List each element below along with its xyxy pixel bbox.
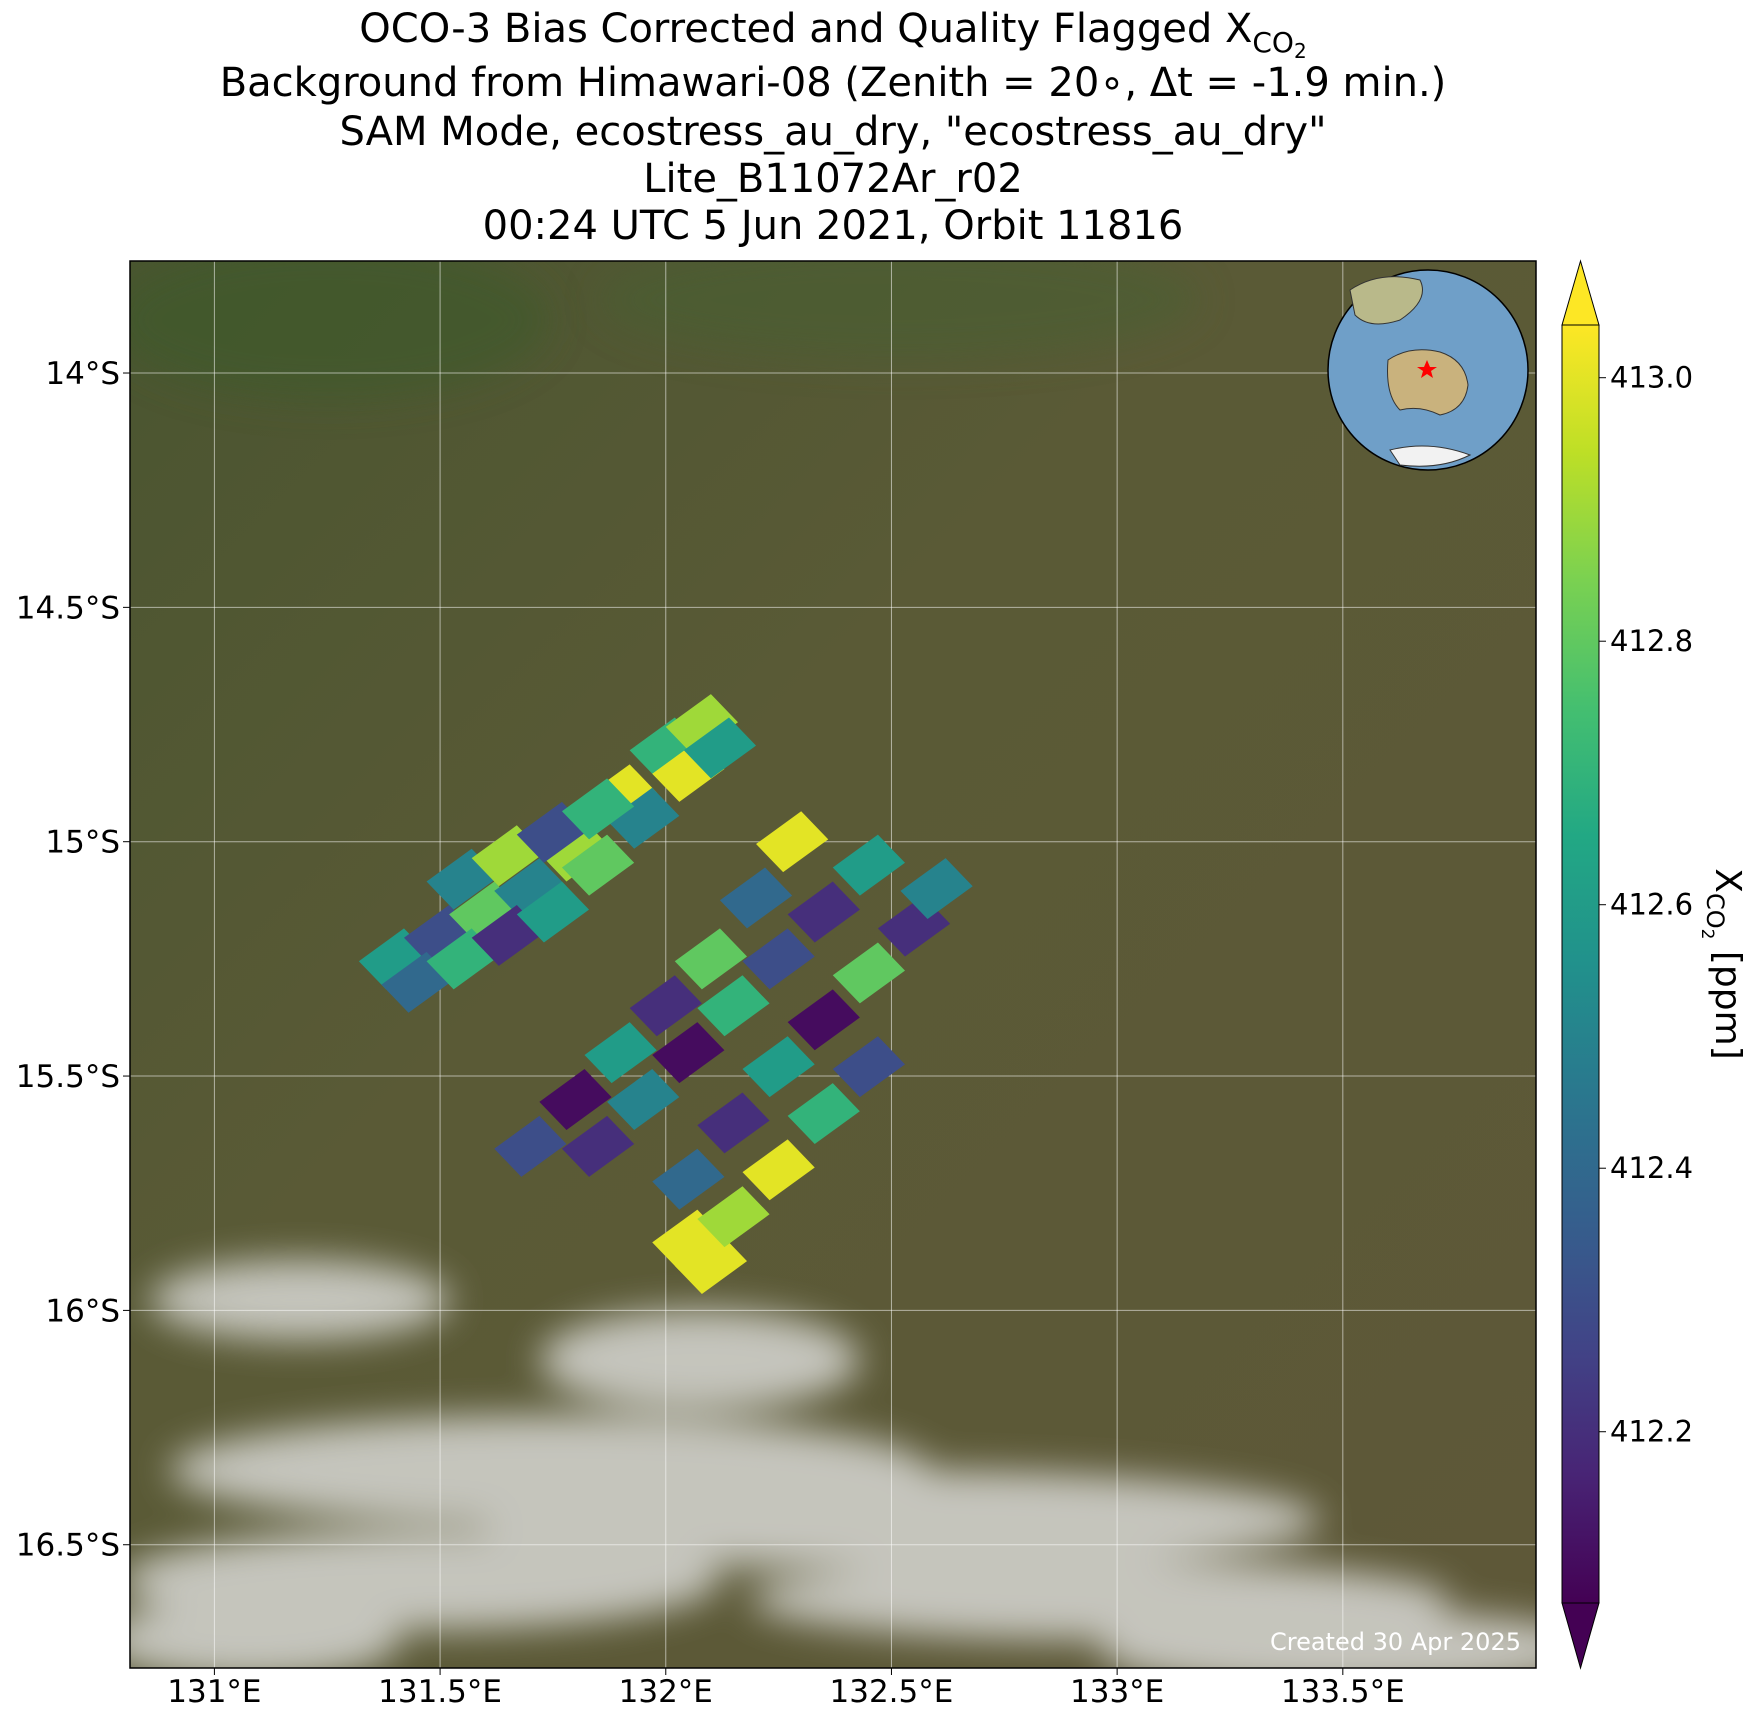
colorbar-extend-max <box>1561 259 1600 326</box>
sounding <box>665 694 738 755</box>
sounding <box>674 1233 748 1294</box>
sounding <box>832 942 905 1004</box>
sounding <box>674 928 748 990</box>
sounding <box>652 1148 725 1210</box>
sounding <box>787 989 860 1051</box>
cbar-label-subsub: 2 <box>1697 929 1717 940</box>
y-tick-label: 15.5°S <box>16 1059 120 1095</box>
plot-frame <box>129 260 1537 1669</box>
colorbar-tick-label: 412.6 <box>1610 888 1693 922</box>
colorbar <box>1561 324 1600 1604</box>
title-line: OCO-3 Bias Corrected and Quality Flagged… <box>359 6 1306 63</box>
sounding <box>683 717 757 779</box>
cbar-label-unit: [ppm] <box>1707 939 1748 1059</box>
sounding <box>584 1022 657 1084</box>
sounding <box>832 1036 905 1098</box>
title-line: SAM Mode, ecostress_au_dry, "ecostress_a… <box>339 109 1326 155</box>
sounding <box>742 1139 815 1201</box>
colorbar-tick-label: 412.4 <box>1610 1151 1693 1185</box>
sounding <box>561 778 635 840</box>
x-tick-label: 131°E <box>167 1674 261 1710</box>
sounding <box>742 1036 815 1098</box>
sounding <box>494 1115 567 1177</box>
sounding <box>652 1022 725 1084</box>
sounding <box>787 881 860 943</box>
y-tick-label: 16°S <box>45 1293 120 1329</box>
x-tick-label: 131.5°E <box>378 1674 502 1710</box>
cbar-label-sub: CO <box>1701 893 1729 929</box>
colorbar-tick-label: 413.0 <box>1610 361 1693 395</box>
sounding <box>697 975 770 1037</box>
colorbar-tick-label: 412.2 <box>1610 1415 1693 1449</box>
sounding <box>756 811 829 873</box>
y-tick-label: 14°S <box>45 356 120 392</box>
created-note: Created 30 Apr 2025 <box>1270 1628 1521 1656</box>
sounding <box>832 834 905 896</box>
colorbar-tick-label: 412.8 <box>1610 624 1693 658</box>
title-line: Background from Himawari-08 (Zenith = 20… <box>220 60 1447 106</box>
title-subscript: CO <box>1252 26 1294 59</box>
sounding <box>900 858 973 920</box>
title-line: Lite_B11072Ar_r02 <box>643 156 1023 202</box>
sounding <box>539 1069 612 1130</box>
y-tick-label: 15°S <box>45 825 120 861</box>
y-tick-label: 14.5°S <box>16 590 120 626</box>
sounding <box>494 858 567 920</box>
soundings <box>358 694 973 1294</box>
colorbar-label: XCO2 [ppm] <box>1697 868 1748 1059</box>
sounding <box>561 1115 635 1177</box>
colorbar-extend-min <box>1561 1602 1600 1670</box>
title-subsubscript: 2 <box>1294 39 1307 63</box>
cbar-label-main: X <box>1707 868 1748 893</box>
x-tick-label: 133.5°E <box>1281 1674 1405 1710</box>
sounding <box>629 975 702 1037</box>
x-tick-label: 133°E <box>1070 1674 1164 1710</box>
y-tick-label: 16.5°S <box>16 1528 120 1564</box>
sounding <box>697 1092 770 1154</box>
sounding <box>697 1186 770 1248</box>
sounding <box>561 834 635 896</box>
inset-globe <box>1327 269 1529 471</box>
sounding <box>787 1083 860 1145</box>
x-tick-label: 132°E <box>619 1674 713 1710</box>
sounding <box>516 881 590 943</box>
sounding <box>607 1069 680 1130</box>
sounding <box>742 928 815 990</box>
x-tick-label: 132.5°E <box>830 1674 954 1710</box>
sounding <box>607 787 680 849</box>
title-line: 00:24 UTC 5 Jun 2021, Orbit 11816 <box>483 203 1184 249</box>
title-text: OCO-3 Bias Corrected and Quality Flagged… <box>359 6 1252 52</box>
sounding <box>719 867 793 929</box>
